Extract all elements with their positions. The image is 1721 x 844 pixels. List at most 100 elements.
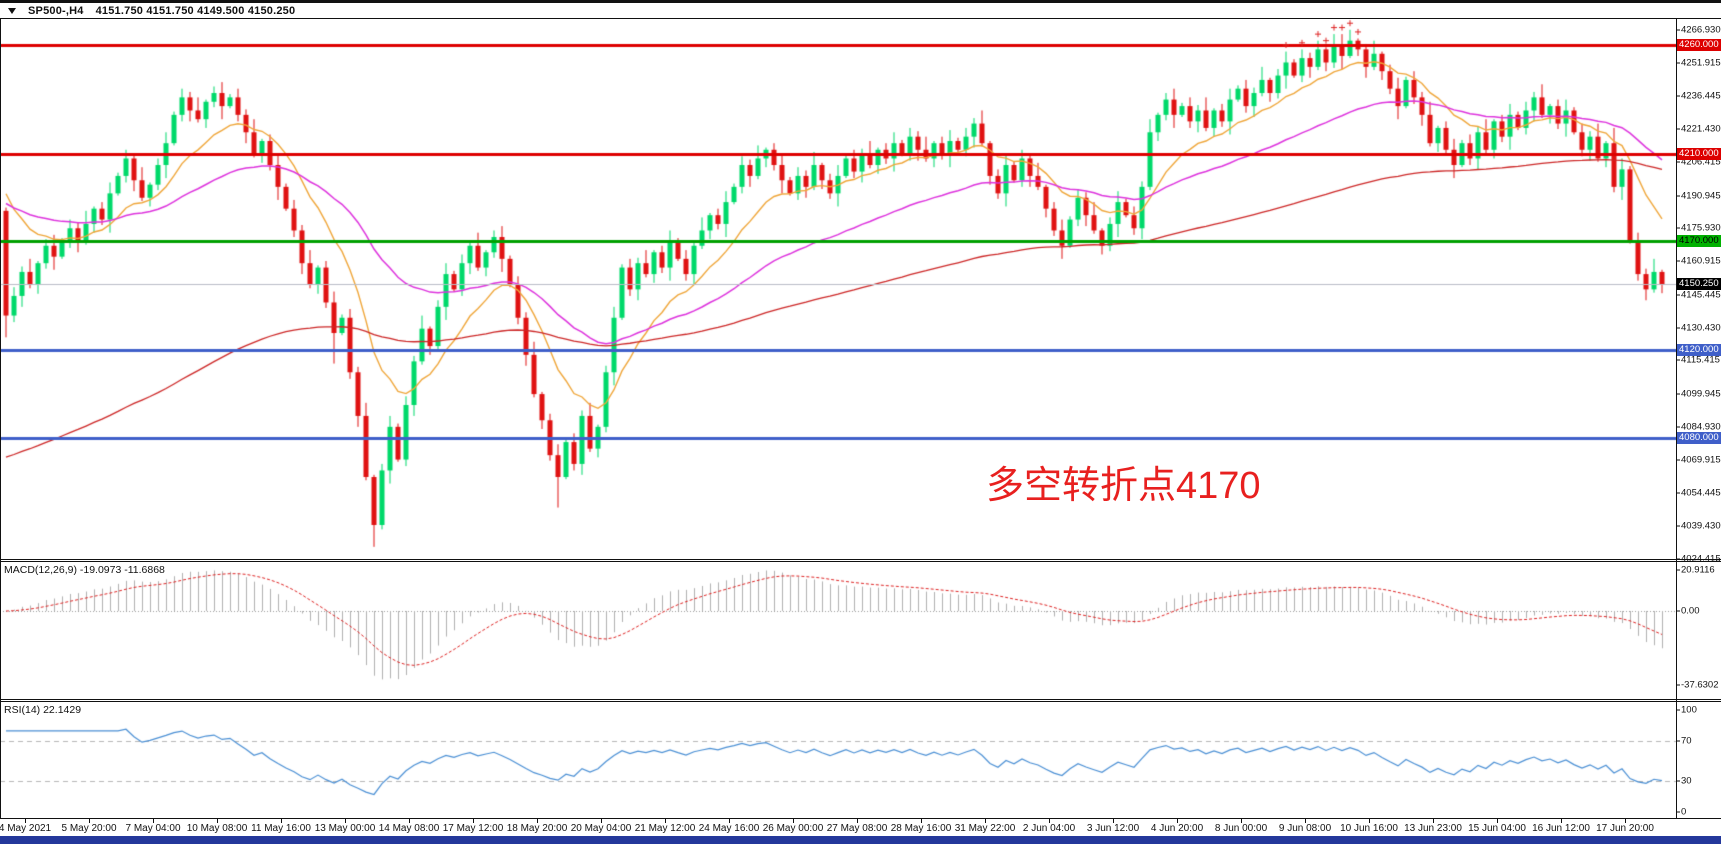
time-axis-label: 13 Jun 23:00 [1404, 823, 1462, 834]
time-axis: 4 May 2021 5 May 20:00 7 May 04:00 10 May 0… [0, 818, 1721, 837]
price-axis-label: 4145.445 [1677, 289, 1721, 300]
time-axis-label: 21 May 12:00 [634, 823, 696, 834]
time-axis-tick [1305, 819, 1306, 823]
price-axis-label: 4221.430 [1677, 124, 1721, 135]
time-axis-tick [1433, 819, 1434, 823]
time-axis-tick [1241, 819, 1242, 823]
time-axis-label: 24 May 16:00 [698, 823, 760, 834]
rsi-indicator-label: RSI(14) 22.1429 [4, 704, 82, 716]
ohlc-quotes-label: 4151.750 4151.750 4149.500 4150.250 [95, 4, 296, 17]
time-axis-label: 4 Jun 20:00 [1150, 823, 1204, 834]
time-axis-tick [153, 819, 154, 823]
time-axis-label: 17 Jun 20:00 [1596, 823, 1654, 834]
symbol-timeframe-label: SP500-,H4 [28, 4, 84, 17]
time-axis-tick [857, 819, 858, 823]
time-axis-tick [217, 819, 218, 823]
macd-panel-canvas[interactable] [0, 562, 1676, 699]
price-level-badge: 4210.000 [1677, 148, 1721, 161]
macd-axis-label: 20.9116 [1677, 565, 1721, 576]
time-axis-label: 15 Jun 04:00 [1468, 823, 1526, 834]
time-axis-label: 5 May 20:00 [61, 823, 117, 834]
price-axis-label: 4024.415 [1677, 554, 1721, 565]
time-axis-label: 14 May 08:00 [378, 823, 440, 834]
time-axis-tick [601, 819, 602, 823]
time-axis-label: 26 May 00:00 [762, 823, 824, 834]
time-axis-label: 7 May 04:00 [125, 823, 181, 834]
time-axis-label: 2 Jun 04:00 [1022, 823, 1076, 834]
time-axis-tick [537, 819, 538, 823]
time-axis-label: 13 May 00:00 [314, 823, 376, 834]
time-axis-tick [729, 819, 730, 823]
panel-separator[interactable] [0, 699, 1721, 702]
time-axis-label: 8 Jun 00:00 [1214, 823, 1268, 834]
time-axis-tick [1369, 819, 1370, 823]
price-axis-border [1676, 19, 1677, 818]
time-axis-label: 28 May 16:00 [890, 823, 952, 834]
time-axis-label: 18 May 20:00 [506, 823, 568, 834]
price-level-badge: 4170.000 [1677, 235, 1721, 248]
time-axis-label: 10 Jun 16:00 [1340, 823, 1398, 834]
price-level-badge: 4120.000 [1677, 344, 1721, 357]
time-axis-label: 20 May 04:00 [570, 823, 632, 834]
time-axis-tick [793, 819, 794, 823]
macd-axis-label: -37.6302 [1677, 679, 1721, 690]
rsi-axis-label: 30 [1677, 776, 1721, 787]
time-axis-label: 9 Jun 08:00 [1278, 823, 1332, 834]
price-axis-label: 4130.430 [1677, 322, 1721, 333]
bottom-bar [0, 836, 1721, 844]
time-axis-label: 3 Jun 12:00 [1086, 823, 1140, 834]
price-axis-label: 4069.915 [1677, 454, 1721, 465]
time-axis-tick [1177, 819, 1178, 823]
price-axis-label: 4251.915 [1677, 57, 1721, 68]
price-axis-label: 4266.930 [1677, 24, 1721, 35]
rsi-axis-label: 70 [1677, 735, 1721, 746]
time-axis-tick [25, 819, 26, 823]
rsi-axis-label: 100 [1677, 705, 1721, 716]
price-axis-label: 4175.930 [1677, 223, 1721, 234]
time-axis-tick [1561, 819, 1562, 823]
time-axis-tick [1497, 819, 1498, 823]
rsi-panel-canvas[interactable] [0, 702, 1676, 818]
time-axis-label: 11 May 16:00 [251, 823, 311, 834]
price-axis-column: 4266.930 4251.915 4236.445 4221.430 4206.415… [1677, 19, 1721, 818]
time-axis-label: 27 May 08:00 [826, 823, 888, 834]
chart-shift-icon[interactable] [8, 7, 16, 14]
price-axis-label: 4039.430 [1677, 521, 1721, 532]
price-axis-label: 4160.915 [1677, 256, 1721, 267]
price-axis-label: 4084.930 [1677, 421, 1721, 432]
time-axis-tick [1625, 819, 1626, 823]
price-axis-label: 4206.415 [1677, 156, 1721, 167]
time-axis-label: 10 May 08:00 [186, 823, 248, 834]
time-axis-tick [921, 819, 922, 823]
time-axis-label: 16 Jun 12:00 [1532, 823, 1590, 834]
price-level-badge: 4080.000 [1677, 431, 1721, 444]
time-axis-label: 17 May 12:00 [442, 823, 504, 834]
macd-indicator-label: MACD(12,26,9) -19.0973 -11.6868 [4, 564, 165, 576]
time-axis-label: 4 May 2021 [0, 823, 52, 834]
time-axis-tick [281, 819, 282, 823]
panel-separator[interactable] [0, 559, 1721, 562]
time-axis-tick [89, 819, 90, 823]
macd-axis-label: 0.00 [1677, 606, 1721, 617]
price-axis-label: 4054.445 [1677, 488, 1721, 499]
price-axis-label: 4236.445 [1677, 91, 1721, 102]
price-axis-label: 4115.415 [1677, 355, 1721, 366]
annotation-text[interactable]: 多空转折点4170 [986, 465, 1261, 507]
time-axis-tick [985, 819, 986, 823]
time-axis-tick [1113, 819, 1114, 823]
time-axis-tick [1049, 819, 1050, 823]
price-chart-canvas[interactable] [0, 19, 1676, 559]
time-axis-tick [473, 819, 474, 823]
price-level-badge: 4260.000 [1677, 39, 1721, 52]
time-axis-tick [345, 819, 346, 823]
window-left-border [0, 19, 1, 836]
chart-header: SP500-,H4 4151.750 4151.750 4149.500 415… [0, 0, 1721, 19]
price-axis-label: 4099.945 [1677, 389, 1721, 400]
price-level-badge: 4150.250 [1677, 278, 1721, 291]
rsi-axis-label: 0 [1677, 807, 1721, 818]
time-axis-tick [409, 819, 410, 823]
price-axis-label: 4190.945 [1677, 190, 1721, 201]
time-axis-label: 31 May 22:00 [954, 823, 1016, 834]
time-axis-tick [665, 819, 666, 823]
